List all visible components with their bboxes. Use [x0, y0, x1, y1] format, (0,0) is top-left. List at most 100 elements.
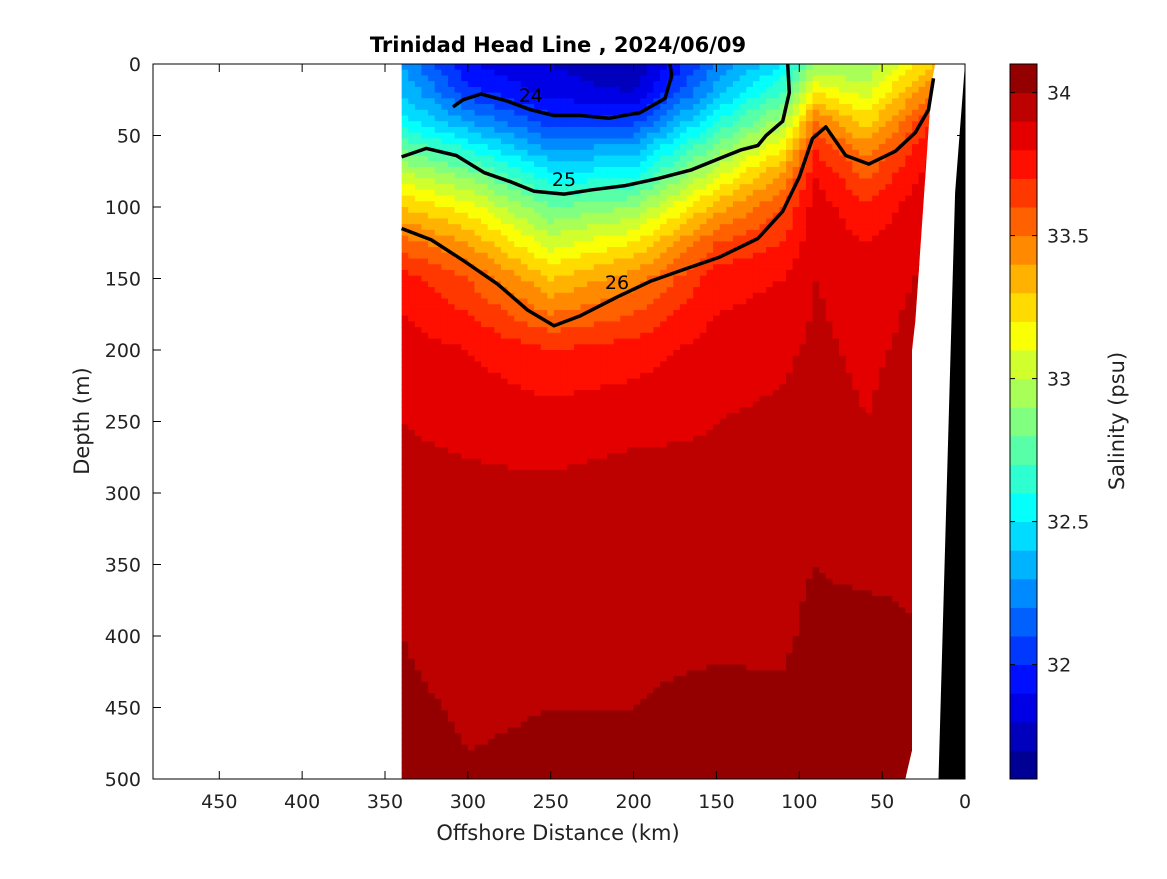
salinity-cell	[414, 401, 423, 408]
salinity-cell	[633, 92, 641, 99]
salinity-cell	[414, 555, 423, 563]
salinity-cell	[434, 269, 442, 277]
salinity-cell	[408, 132, 416, 139]
salinity-cell	[620, 721, 628, 729]
salinity-cell	[454, 567, 462, 574]
salinity-cell	[507, 64, 515, 71]
salinity-cell	[540, 184, 548, 191]
salinity-cell	[401, 264, 409, 271]
salinity-cell	[527, 624, 535, 631]
salinity-cell	[494, 521, 502, 528]
salinity-cell	[474, 458, 482, 465]
salinity-cell	[527, 338, 535, 345]
salinity-cell	[626, 98, 635, 105]
salinity-cell	[434, 378, 442, 385]
salinity-cell	[447, 384, 456, 391]
salinity-cell	[607, 727, 615, 734]
salinity-cell	[600, 178, 608, 185]
salinity-cell	[408, 698, 416, 706]
salinity-cell	[587, 698, 595, 706]
salinity-cell	[414, 390, 423, 397]
salinity-cell	[401, 538, 409, 546]
salinity-cell	[660, 189, 668, 197]
salinity-cell	[593, 521, 602, 528]
salinity-cell	[414, 493, 423, 500]
salinity-cell	[481, 241, 489, 248]
salinity-cell	[626, 533, 635, 540]
salinity-cell	[454, 292, 462, 300]
salinity-cell	[613, 761, 621, 769]
salinity-cell	[447, 555, 456, 563]
salinity-cell	[514, 304, 522, 311]
salinity-cell	[474, 721, 482, 729]
salinity-cell	[461, 166, 469, 174]
salinity-cell	[653, 555, 661, 563]
salinity-cell	[494, 561, 502, 568]
salinity-cell	[454, 664, 462, 671]
salinity-cell	[633, 241, 641, 248]
salinity-cell	[613, 487, 621, 494]
salinity-cell	[494, 653, 502, 660]
salinity-cell	[474, 573, 482, 580]
salinity-cell	[593, 595, 602, 603]
salinity-cell	[481, 515, 489, 523]
salinity-cell	[633, 504, 641, 511]
salinity-cell	[633, 161, 641, 168]
salinity-cell	[646, 292, 655, 300]
salinity-cell	[408, 367, 416, 374]
salinity-cell	[580, 487, 588, 494]
salinity-cell	[421, 761, 429, 769]
salinity-cell	[414, 155, 423, 162]
salinity-cell	[467, 773, 476, 779]
salinity-cell	[573, 86, 582, 94]
salinity-cell	[587, 647, 595, 654]
salinity-cell	[474, 527, 482, 534]
salinity-cell	[534, 287, 542, 294]
salinity-cell	[507, 567, 515, 574]
salinity-cell	[520, 418, 529, 425]
salinity-cell	[481, 727, 489, 734]
salinity-cell	[520, 166, 529, 174]
salinity-cell	[514, 452, 522, 460]
salinity-cell	[607, 716, 615, 723]
salinity-cell	[580, 224, 588, 231]
salinity-cell	[421, 224, 429, 231]
salinity-cell	[421, 390, 429, 397]
salinity-cell	[660, 138, 668, 145]
salinity-cell	[467, 704, 476, 711]
salinity-cell	[474, 229, 482, 237]
salinity-cell	[660, 372, 668, 380]
salinity-cell	[414, 498, 423, 506]
salinity-cell	[507, 738, 515, 746]
salinity-cell	[620, 738, 628, 746]
salinity-cell	[520, 412, 529, 420]
salinity-cell	[620, 126, 628, 134]
salinity-cell	[527, 424, 535, 431]
salinity-cell	[653, 361, 661, 368]
salinity-cell	[600, 470, 608, 477]
salinity-cell	[547, 155, 555, 162]
salinity-cell	[527, 298, 535, 305]
salinity-cell	[587, 401, 595, 408]
salinity-cell	[660, 149, 668, 157]
salinity-cell	[607, 390, 615, 397]
salinity-cell	[414, 201, 423, 208]
salinity-cell	[653, 704, 661, 711]
salinity-cell	[414, 184, 423, 191]
salinity-cell	[481, 567, 489, 574]
salinity-cell	[573, 773, 582, 779]
salinity-cell	[461, 407, 469, 414]
salinity-cell	[587, 75, 595, 82]
salinity-cell	[593, 618, 602, 626]
salinity-cell	[640, 716, 648, 723]
salinity-cell	[540, 75, 548, 82]
salinity-cell	[441, 155, 449, 162]
salinity-cell	[560, 458, 568, 465]
salinity-cell	[461, 510, 469, 517]
salinity-cell	[626, 292, 635, 300]
salinity-cell	[501, 315, 509, 322]
salinity-cell	[401, 441, 409, 448]
salinity-cell	[408, 630, 416, 637]
salinity-cell	[461, 338, 469, 345]
salinity-cell	[660, 561, 668, 568]
